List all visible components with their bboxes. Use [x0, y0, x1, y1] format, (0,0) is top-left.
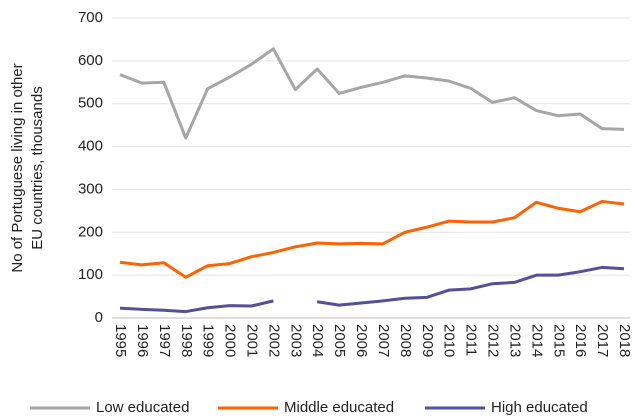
x-tick-label: 2017 — [594, 324, 611, 357]
x-tick-label: 2013 — [506, 324, 523, 357]
x-tick-label: 2009 — [419, 324, 436, 357]
x-tick-label: 2006 — [353, 324, 370, 357]
x-tick-label: 1999 — [200, 324, 217, 357]
x-tick-label: 2012 — [485, 324, 502, 357]
x-tick-label: 2000 — [222, 324, 239, 357]
series-line — [119, 47, 625, 140]
y-tick-label: 700 — [78, 9, 103, 26]
legend-label: Low educated — [96, 399, 189, 416]
x-tick-label: 2003 — [287, 324, 304, 357]
x-tick-label: 2007 — [375, 324, 392, 357]
x-tick-label: 1997 — [156, 324, 173, 357]
x-tick-label: 2004 — [309, 324, 326, 357]
x-tick-label: 1998 — [178, 324, 195, 357]
x-tick-label: 2015 — [550, 324, 567, 357]
x-tick-label: 2005 — [331, 324, 348, 357]
legend-label: Middle educated — [284, 399, 394, 416]
y-tick-label: 200 — [78, 223, 103, 240]
y-axis-label: No of Portuguese living in other — [9, 63, 26, 272]
x-tick-label: 2010 — [441, 324, 458, 357]
x-tick-label: 2018 — [616, 324, 633, 357]
x-tick-label: 1996 — [134, 324, 151, 357]
x-tick-label: 1995 — [112, 324, 129, 357]
y-tick-label: 400 — [78, 138, 103, 155]
y-tick-label: 500 — [78, 95, 103, 112]
x-tick-label: 2001 — [244, 324, 261, 357]
y-tick-label: 0 — [95, 309, 103, 326]
legend-label: High educated — [491, 399, 588, 416]
x-tick-label: 2016 — [572, 324, 589, 357]
x-tick-label: 2002 — [265, 324, 282, 357]
y-tick-label: 300 — [78, 180, 103, 197]
y-axis-label: EU countries, thousands — [29, 86, 46, 249]
series-line — [119, 199, 625, 279]
series-line — [119, 265, 625, 314]
y-tick-label: 600 — [78, 52, 103, 69]
x-tick-label: 2011 — [463, 324, 480, 356]
x-tick-label: 2014 — [528, 324, 545, 357]
y-tick-label: 100 — [78, 266, 103, 283]
x-tick-label: 2008 — [397, 324, 414, 357]
